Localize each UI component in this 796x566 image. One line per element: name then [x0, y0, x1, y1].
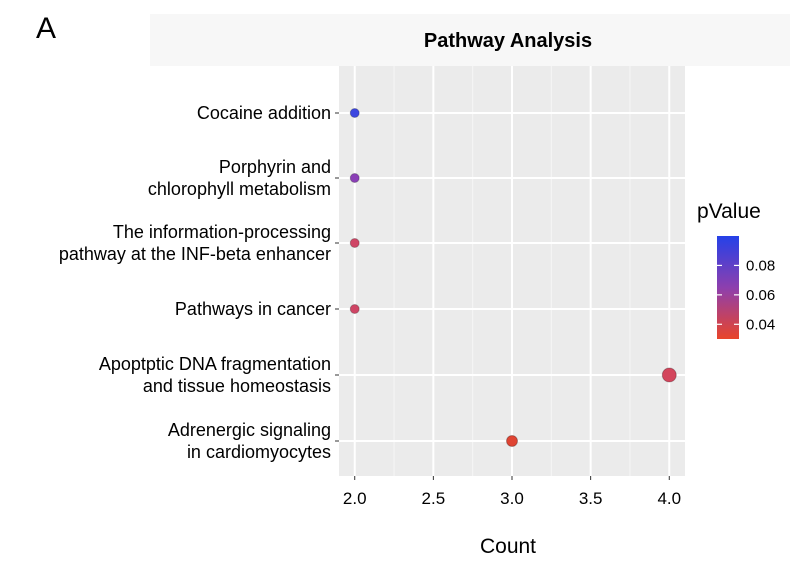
x-tick-label: 3.0	[500, 489, 524, 508]
legend-colorbar	[717, 236, 739, 339]
y-tick-label: Cocaine addition	[197, 103, 331, 123]
x-tick-label: 4.0	[657, 489, 681, 508]
y-axis-labels: Cocaine addition Porphyrin andchlorophyll…	[59, 103, 339, 462]
legend-tick-label: 0.04	[746, 316, 775, 333]
data-point	[506, 435, 518, 447]
y-tick-label: Pathways in cancer	[175, 299, 331, 319]
data-point	[349, 108, 360, 118]
legend-tick-label: 0.08	[746, 257, 775, 274]
title-backdrop	[150, 14, 790, 66]
grid-lines	[339, 66, 685, 476]
data-points	[349, 108, 677, 447]
legend-title: pValue	[697, 200, 761, 223]
y-tick-label: Porphyrin and	[219, 157, 331, 177]
x-tick-label: 3.5	[579, 489, 603, 508]
y-tick-label: The information-processing	[113, 222, 331, 242]
y-tick-label: Adrenergic signaling	[168, 420, 331, 440]
data-point	[349, 238, 360, 248]
panel-letter: A	[36, 12, 56, 45]
legend-tick-label: 0.06	[746, 287, 775, 304]
y-tick-label: and tissue homeostasis	[143, 376, 331, 396]
data-point	[661, 367, 677, 383]
data-point	[349, 173, 360, 183]
x-tick-label: 2.5	[422, 489, 446, 508]
y-tick-label: chlorophyll metabolism	[148, 179, 331, 199]
y-tick-label: Apoptptic DNA fragmentation	[99, 354, 331, 374]
data-point	[349, 304, 360, 314]
x-tick-label: 2.0	[343, 489, 367, 508]
y-tick-label: in cardiomyocytes	[187, 442, 331, 462]
y-tick-label: pathway at the INF-beta enhancer	[59, 244, 331, 264]
chart-title: Pathway Analysis	[424, 30, 592, 52]
x-axis-labels: 2.0 2.5 3.0 3.5 4.0	[343, 476, 681, 508]
color-legend: pValue 0.08 0.06 0.04	[697, 200, 775, 339]
x-axis-title: Count	[480, 535, 536, 558]
